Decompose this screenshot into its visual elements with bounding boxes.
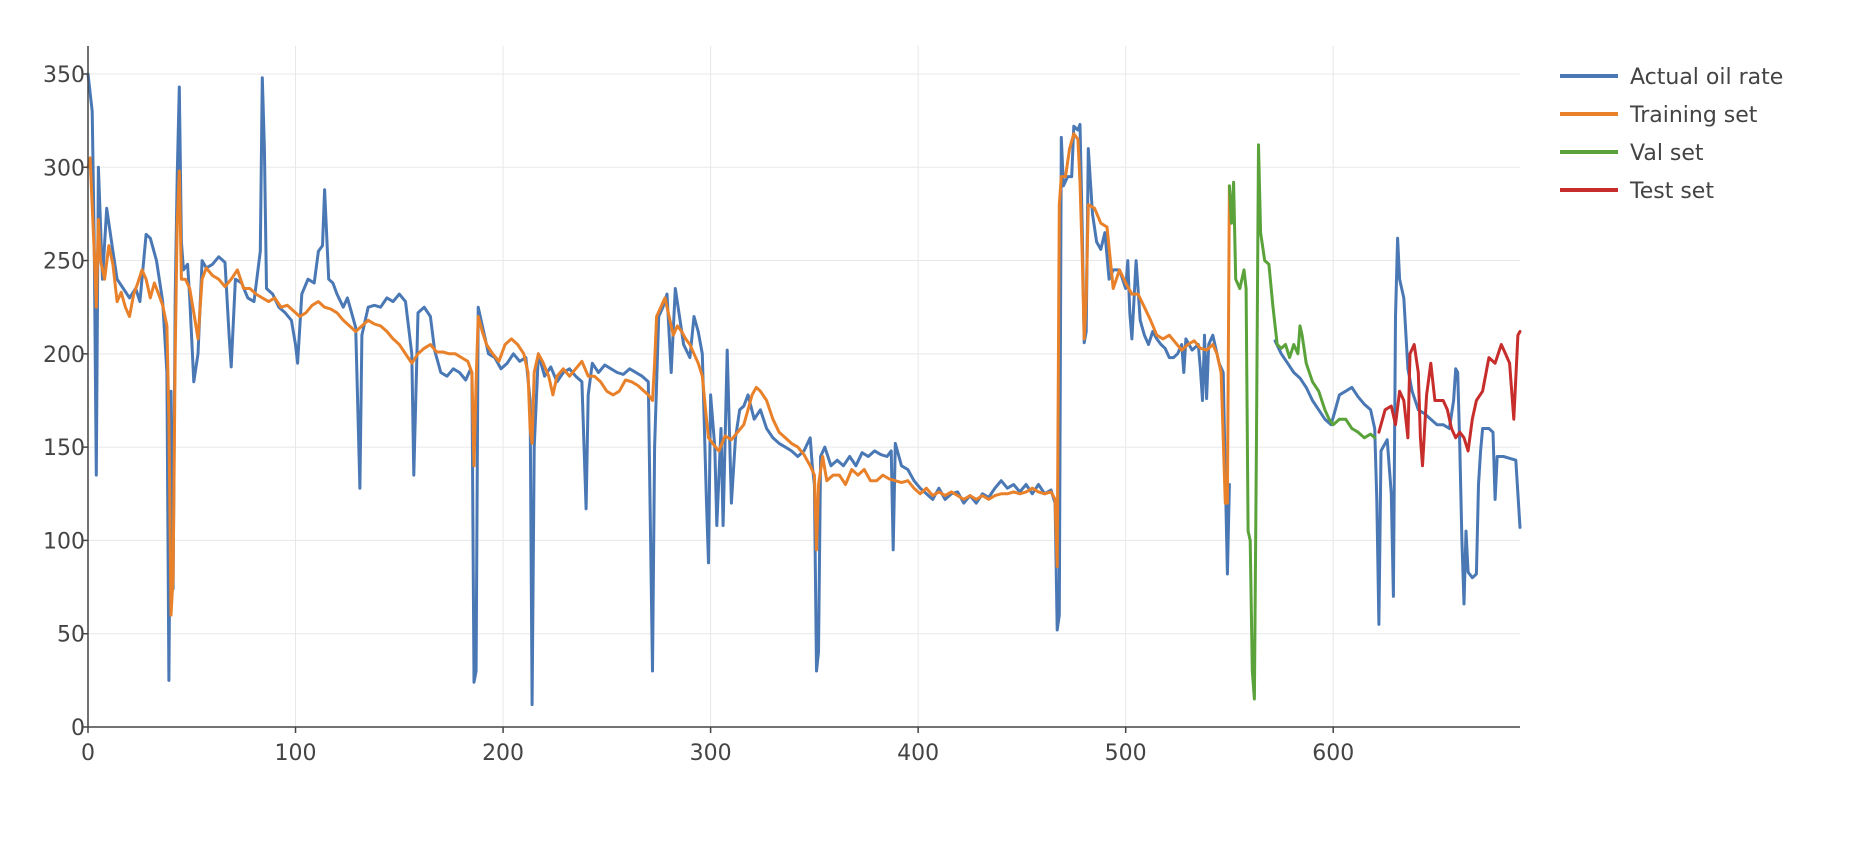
legend-item-test-set[interactable]: Test set xyxy=(1560,179,1714,204)
x-tick-label: 600 xyxy=(1312,741,1354,766)
x-tick-label: 200 xyxy=(482,741,524,766)
y-tick-label: 300 xyxy=(43,156,85,181)
y-tick-label: 0 xyxy=(71,716,85,741)
legend-item-val-set[interactable]: Val set xyxy=(1560,141,1704,166)
legend-item-training-set[interactable]: Training set xyxy=(1560,103,1758,128)
legend-label: Training set xyxy=(1629,103,1758,128)
y-tick-label: 100 xyxy=(43,529,85,554)
legend-label: Test set xyxy=(1629,179,1714,204)
x-tick-label: 500 xyxy=(1105,741,1147,766)
x-tick-label: 100 xyxy=(275,741,317,766)
x-tick-label: 300 xyxy=(690,741,732,766)
series-line-training-set xyxy=(86,132,1231,617)
x-tick-label: 0 xyxy=(81,741,95,766)
series-line-test-set xyxy=(1377,330,1522,468)
y-tick-label: 200 xyxy=(43,343,85,368)
series-line-actual-oil-rate xyxy=(1273,236,1522,626)
plot-area xyxy=(86,72,1522,707)
series-line-val-set xyxy=(1227,143,1377,701)
legend[interactable]: Actual oil rate Training set Val set Test s… xyxy=(1560,65,1783,204)
legend-label: Val set xyxy=(1630,141,1704,166)
legend-item-actual-oil-rate[interactable]: Actual oil rate xyxy=(1560,65,1783,90)
legend-label: Actual oil rate xyxy=(1630,65,1783,90)
y-tick-label: 350 xyxy=(43,63,85,88)
y-tick-label: 250 xyxy=(43,250,85,275)
x-tick-label: 400 xyxy=(897,741,939,766)
y-tick-label: 50 xyxy=(57,623,85,648)
axes: 0 100 200 300 400 500 600 0 50 100 150 200 250 300 350 xyxy=(43,46,1520,766)
y-tick-label: 150 xyxy=(43,436,85,461)
